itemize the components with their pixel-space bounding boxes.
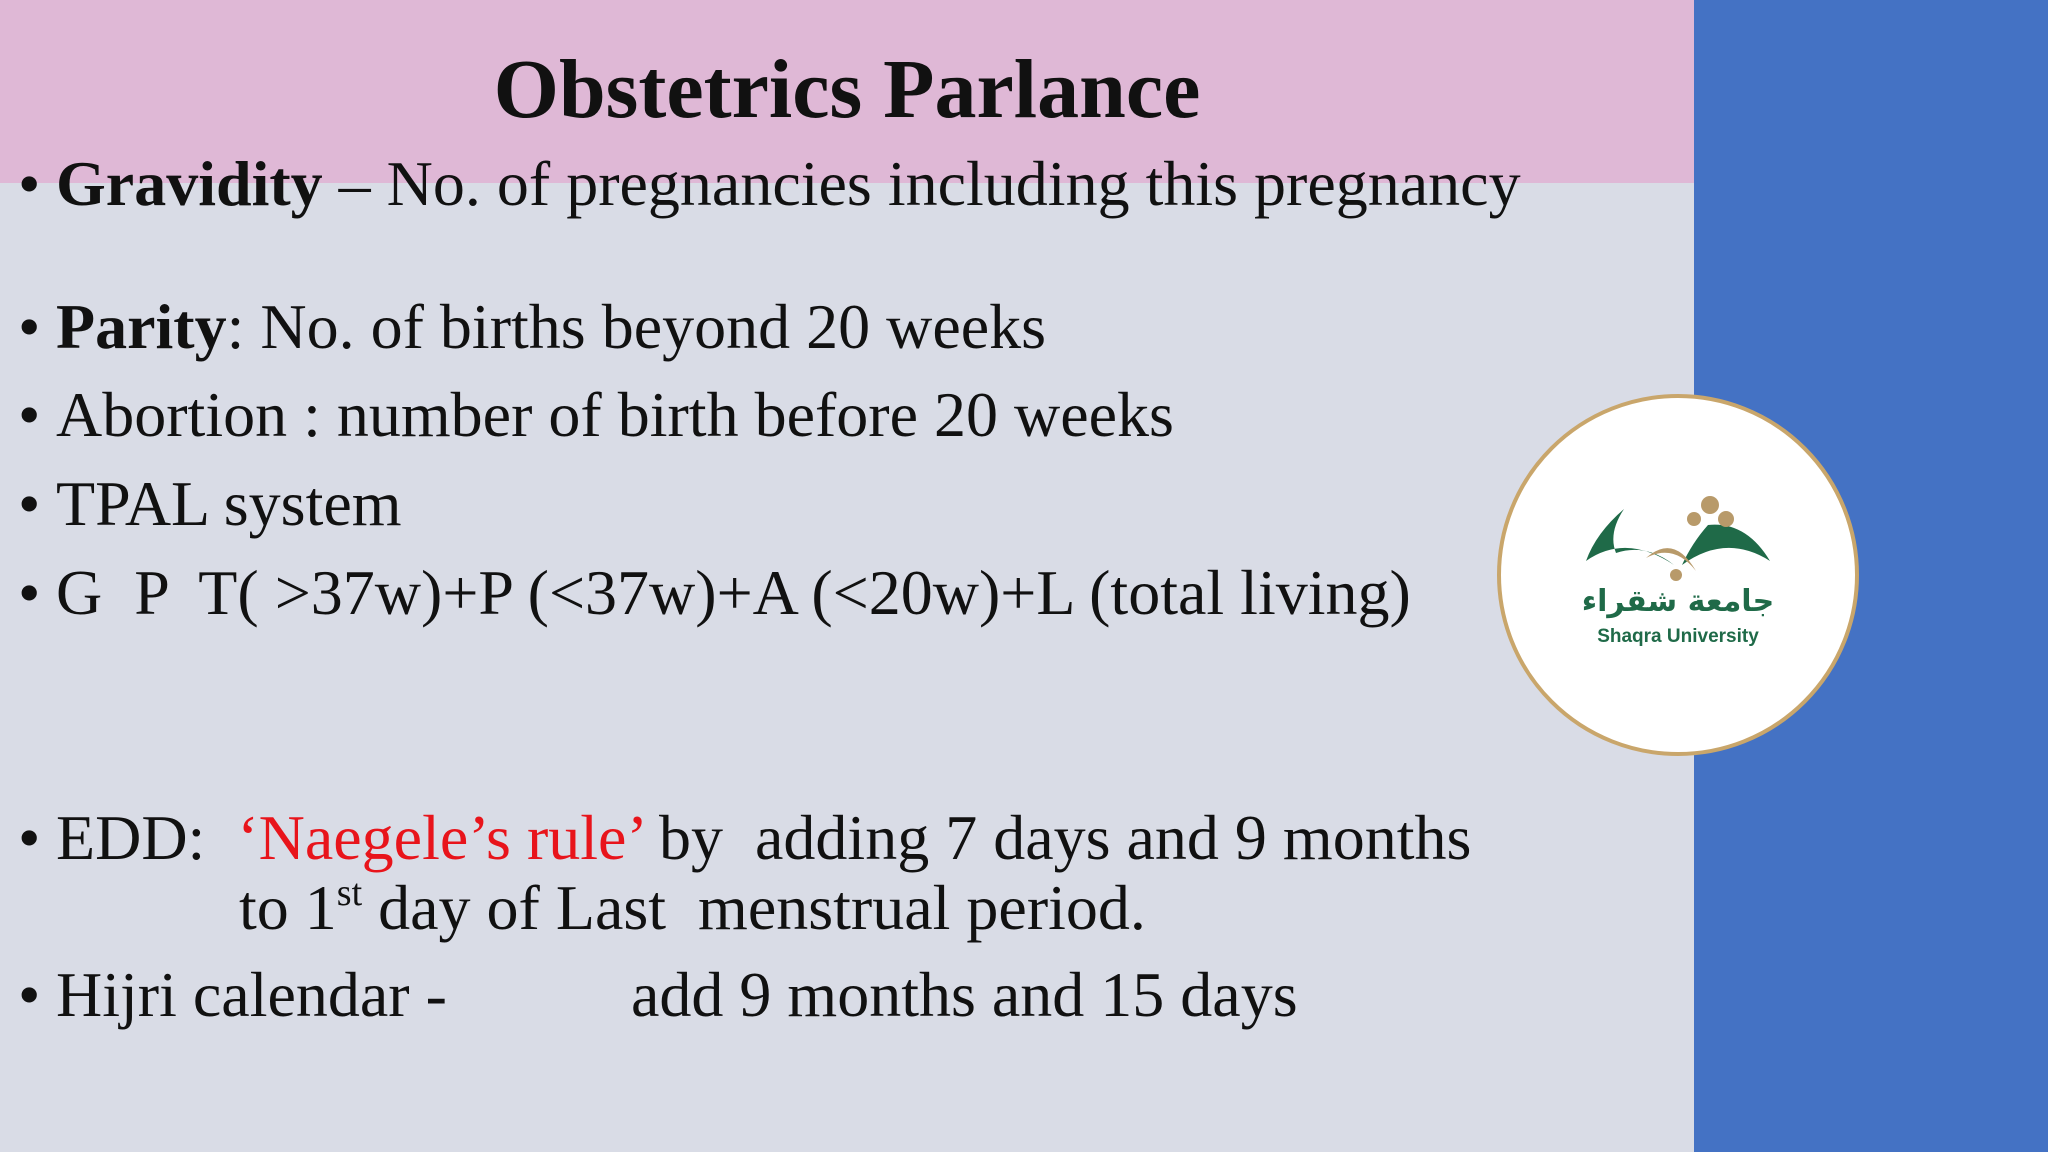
book-right: [1682, 524, 1770, 565]
book-left: [1586, 509, 1674, 565]
header-band: [0, 0, 1694, 183]
bullet: • Gravidity – No. of pregnancies includin…: [18, 148, 1640, 219]
book-center: [1646, 548, 1696, 571]
bullet-text: G P T( >37w)+P (<37w)+A (<20w)+L (total …: [56, 557, 1411, 628]
title: Obstetrics Parlance: [493, 43, 1201, 136]
highlight: ‘Naegele’s rule’: [237, 802, 643, 873]
bullet-dot: •: [18, 802, 41, 873]
bullet-continuation: to 1st day of Last menstrual period.: [239, 874, 1146, 940]
bullet-text: by adding 7 days and 9 months: [659, 802, 1472, 873]
bullet-dot: •: [18, 959, 41, 1030]
bullet-text: – No. of pregnancies including this preg…: [338, 148, 1521, 219]
bullet-dot: •: [18, 291, 41, 362]
logo-dot: [1718, 511, 1734, 527]
logo-dot: [1670, 569, 1682, 581]
bullet-dot: •: [18, 468, 41, 539]
bullet: • EDD: ‘Naegele’s rule’ by adding 7 days …: [18, 802, 1471, 873]
bullet-text: Abortion : number of birth before 20 wee…: [56, 379, 1174, 450]
logo-english: Shaqra University: [1597, 626, 1759, 647]
bullet: • Parity: No. of births beyond 20 weeks: [18, 291, 1046, 362]
bullet: • Hijri calendar -: [18, 959, 447, 1030]
bullet: • Abortion : number of birth before 20 we…: [18, 379, 1174, 450]
superscript: st: [336, 872, 363, 914]
bullet-dot: •: [18, 557, 41, 628]
bullet-text: TPAL system: [56, 468, 402, 539]
logo-dot: [1701, 496, 1719, 514]
bullet-dot: •: [18, 379, 41, 450]
bullet: • G P T( >37w)+P (<37w)+A (<20w)+L (total…: [18, 557, 1411, 628]
bullet-prefix: EDD:: [56, 802, 206, 873]
logo-dot: [1687, 512, 1701, 526]
bullet-detail: add 9 months and 15 days: [631, 959, 1298, 1030]
term: Parity: [56, 291, 227, 362]
term: Gravidity: [56, 148, 323, 219]
logo: جامعة شقراء Shaqra University: [1497, 394, 1859, 756]
logo-arabic: جامعة شقراء: [1582, 584, 1774, 619]
bullet: • TPAL system: [18, 468, 402, 539]
bullet-text: to 1: [239, 872, 337, 943]
bullet-text: : No. of births beyond 20 weeks: [226, 291, 1047, 362]
bullet-text: day of Last menstrual period.: [378, 872, 1146, 943]
bullet-dot: •: [18, 148, 41, 219]
bullet-text: Hijri calendar -: [56, 959, 447, 1030]
